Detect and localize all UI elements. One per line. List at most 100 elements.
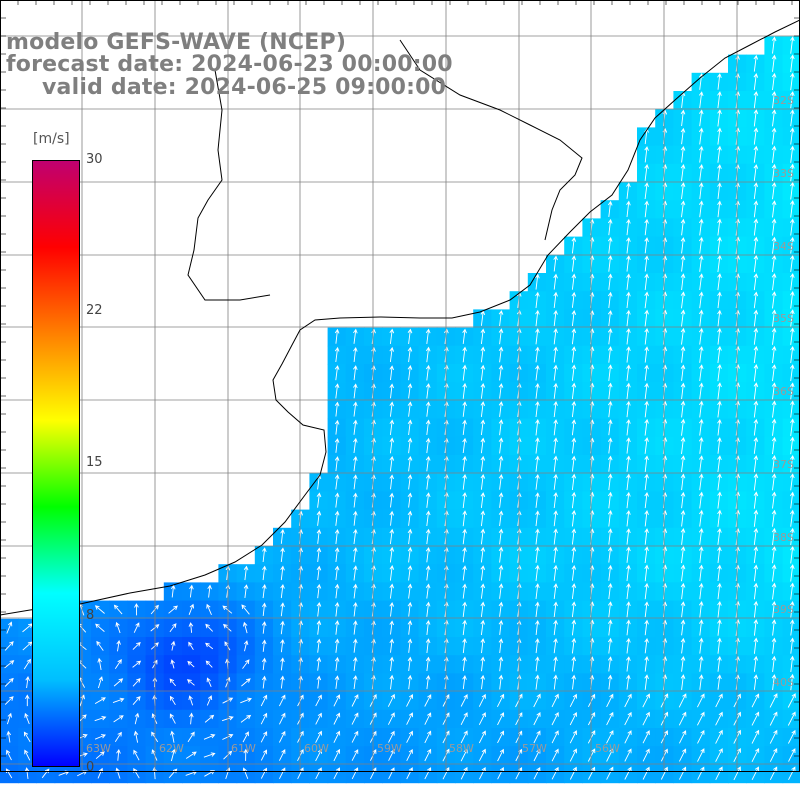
wind-vector	[280, 602, 285, 617]
wind-vector	[553, 638, 558, 654]
wind-vector	[389, 528, 395, 545]
wind-vector	[698, 273, 704, 291]
wind-vector	[553, 437, 558, 454]
wind-vector	[480, 382, 486, 399]
wind-vector	[790, 54, 795, 73]
colorbar	[32, 160, 80, 767]
wind-vector	[170, 730, 175, 743]
wind-vector	[425, 346, 431, 363]
wind-vector	[407, 474, 413, 490]
wind-vector	[769, 729, 778, 744]
wind-vector	[698, 127, 704, 145]
wind-vector	[389, 638, 395, 653]
wind-vector	[498, 437, 504, 454]
wind-vector	[753, 254, 759, 273]
wind-vector	[626, 328, 631, 345]
wind-vector	[170, 584, 176, 598]
wind-vector	[753, 218, 759, 236]
wind-vector	[188, 641, 194, 651]
wind-vector	[771, 200, 777, 218]
wind-vector	[261, 602, 267, 616]
wind-vector	[626, 400, 631, 418]
wind-vector	[407, 437, 413, 454]
wind-vector	[94, 715, 107, 722]
wind-vector	[480, 346, 486, 363]
wind-vector	[607, 601, 613, 618]
wind-vector	[571, 564, 577, 581]
wind-vector	[717, 364, 722, 382]
wind-vector	[717, 73, 722, 90]
wind-vector	[6, 712, 12, 725]
river-outline	[187, 39, 583, 301]
wind-vector	[553, 528, 558, 545]
wind-vector	[280, 529, 285, 544]
wind-vector	[353, 620, 358, 635]
wind-vector	[406, 730, 413, 743]
wind-vector	[680, 564, 686, 582]
wind-vector	[334, 675, 340, 689]
wind-vector	[535, 510, 540, 527]
wind-vector	[553, 255, 558, 272]
wind-vector	[717, 400, 722, 418]
wind-vector	[389, 346, 395, 363]
wind-vector	[188, 603, 195, 615]
wind-vector	[169, 623, 177, 633]
wind-vector	[353, 601, 358, 617]
wind-vector	[751, 729, 760, 744]
wind-vector	[644, 200, 649, 218]
wind-vector	[698, 382, 704, 400]
wind-vector	[753, 164, 759, 181]
lat-label-35s: 35S	[773, 312, 794, 325]
wind-vector	[698, 418, 704, 436]
wind-vector	[497, 766, 504, 780]
wind-vector	[753, 72, 759, 90]
wind-vector	[260, 694, 268, 707]
wind-vector	[389, 601, 395, 617]
wind-vector	[607, 328, 613, 345]
wind-vector	[316, 565, 322, 581]
wind-vector	[24, 712, 30, 725]
wind-vector	[222, 697, 234, 704]
wind-vector	[678, 693, 687, 708]
wind-vector	[790, 145, 795, 163]
wind-vector	[334, 601, 340, 617]
wind-vector	[243, 584, 249, 598]
wind-vector	[571, 419, 577, 436]
wind-vector	[134, 603, 139, 616]
wind-vector	[789, 582, 795, 600]
wind-vector	[553, 346, 558, 363]
wind-vector	[425, 565, 431, 581]
wind-vector	[424, 730, 432, 744]
wind-vector	[644, 418, 649, 436]
wind-vector	[698, 309, 704, 327]
wind-vector	[587, 730, 596, 744]
wind-vector	[587, 693, 596, 708]
wind-vector	[498, 473, 504, 490]
wind-vector	[316, 601, 322, 617]
wind-vector	[771, 564, 777, 582]
wind-vector	[206, 603, 212, 615]
wind-vector	[771, 637, 777, 654]
wind-vector	[717, 600, 722, 618]
wind-vector	[606, 766, 614, 780]
wind-vector	[353, 510, 358, 526]
wind-vector	[751, 711, 760, 726]
wind-vector	[425, 583, 431, 599]
wind-vector	[498, 638, 504, 654]
wind-vector	[644, 346, 649, 363]
wind-vector	[460, 730, 468, 744]
wind-vector	[353, 419, 358, 435]
wind-vector	[571, 291, 577, 308]
wind-vector	[425, 383, 431, 399]
wind-vector	[644, 601, 649, 618]
wind-vector	[205, 660, 213, 668]
wind-vector	[753, 327, 759, 345]
wind-vector	[697, 711, 705, 726]
wind-vector	[480, 419, 486, 436]
wind-vector	[680, 546, 686, 564]
wind-vector	[407, 546, 413, 563]
lat-label-33s: 33S	[773, 167, 794, 180]
wind-vector	[480, 619, 486, 636]
wind-vector	[535, 291, 540, 308]
title-model: modelo GEFS-WAVE (NCEP)	[6, 30, 347, 55]
